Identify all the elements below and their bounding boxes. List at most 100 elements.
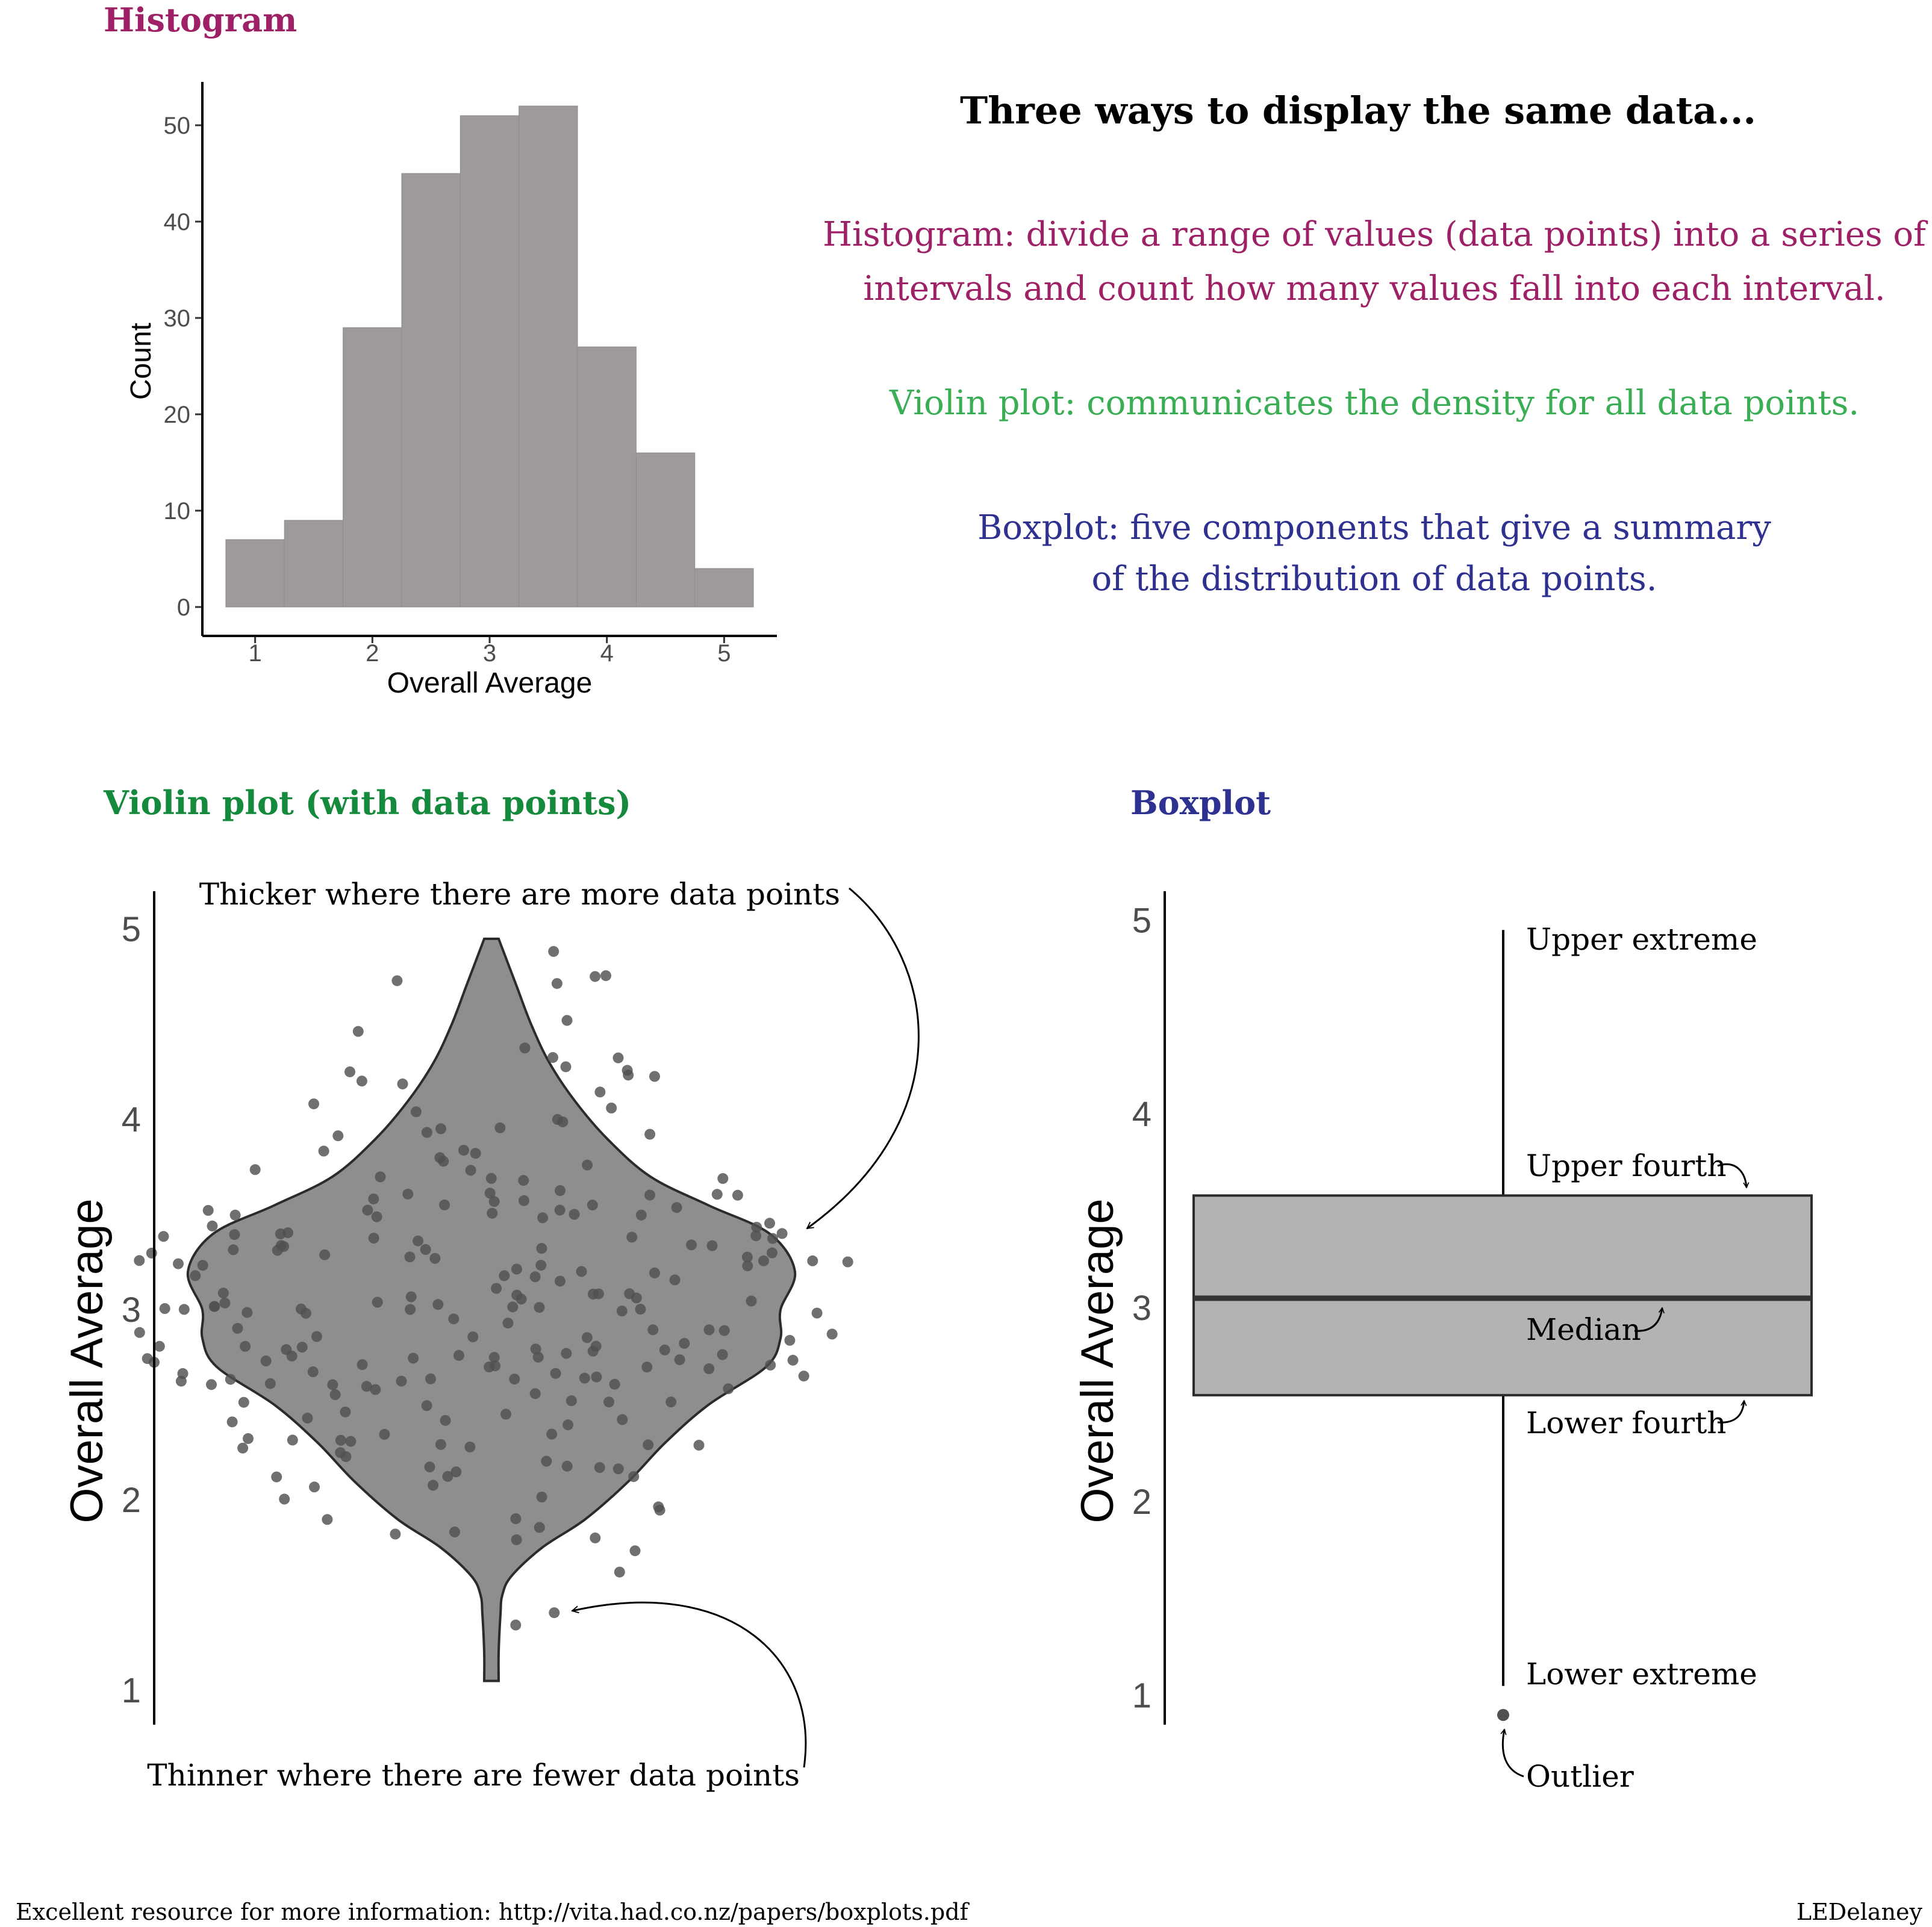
histogram-bar	[577, 346, 637, 608]
violin-data-point	[464, 1441, 476, 1452]
violin-data-point	[641, 1362, 653, 1373]
violin-data-point	[249, 1164, 261, 1175]
violin-data-point	[649, 1071, 660, 1082]
violin-data-point	[767, 1233, 778, 1244]
violin-data-point	[402, 1188, 414, 1200]
violin-data-point	[429, 1253, 441, 1264]
footer-author: LEDelaney	[1796, 1899, 1923, 1925]
violin-data-point	[609, 1378, 620, 1390]
violin-data-point	[541, 1455, 552, 1467]
violin-data-point	[500, 1409, 511, 1420]
median-arrow	[1634, 1308, 1662, 1332]
violin-data-point	[232, 1322, 243, 1334]
outlier-arrow	[1503, 1729, 1524, 1778]
violin-data-point	[711, 1189, 723, 1200]
violin-data-point	[511, 1289, 523, 1301]
violin-data-point	[158, 1231, 169, 1242]
violin-data-point	[375, 1171, 386, 1183]
violin-data-point	[764, 1218, 775, 1229]
footer-resource-link: Excellent resource for more information:…	[16, 1899, 970, 1925]
violin-data-point	[372, 1297, 383, 1308]
violin-data-point	[798, 1371, 809, 1382]
histogram-bar	[401, 173, 461, 608]
violin-data-point	[484, 1188, 496, 1199]
violin-data-point	[197, 1260, 208, 1271]
violin-data-point	[612, 1463, 624, 1475]
violin-data-point	[278, 1241, 290, 1252]
violin-data-point	[424, 1462, 435, 1473]
violin-data-point	[842, 1256, 853, 1268]
violin-data-point	[225, 1374, 236, 1385]
violin-data-point	[335, 1447, 346, 1458]
violin-data-point	[499, 1270, 510, 1281]
violin-data-point	[335, 1434, 346, 1446]
violin-data-point	[322, 1514, 333, 1525]
violin-data-point	[511, 1263, 522, 1275]
violin-data-point	[628, 1471, 640, 1482]
violin-data-point	[302, 1412, 313, 1424]
violin-data-point	[629, 1545, 641, 1557]
violin-data-point	[552, 1114, 563, 1125]
violin-data-point	[428, 1480, 439, 1491]
violin-data-point	[228, 1244, 239, 1256]
violin-data-point	[332, 1130, 344, 1142]
violin-data-point	[644, 1189, 655, 1201]
median-label: Median	[1526, 1312, 1641, 1347]
violin-data-point	[550, 1368, 561, 1379]
violin-data-point	[368, 1194, 379, 1204]
violin-data-point	[238, 1396, 249, 1408]
violin-data-point	[448, 1313, 460, 1325]
violin-data-point	[206, 1379, 217, 1390]
violin-data-point	[732, 1189, 743, 1201]
violin-data-point	[659, 1344, 670, 1356]
violin-data-point	[534, 1302, 545, 1313]
violin-data-point	[240, 1340, 251, 1352]
histogram-x-axis-label: Overall Average	[387, 667, 593, 699]
violin-y-tick-label: 1	[122, 1671, 141, 1710]
violin-y-axis-label: Overall Average	[61, 1198, 113, 1523]
interquartile-box	[1192, 1194, 1813, 1396]
boxplot-y-tick-label: 1	[1132, 1676, 1151, 1716]
violin-data-point	[318, 1145, 329, 1157]
violin-data-point	[308, 1098, 319, 1110]
boxplot-y-tick-label: 3	[1132, 1289, 1151, 1328]
violin-data-point	[356, 1076, 367, 1087]
violin-data-point	[614, 1566, 625, 1578]
violin-data-point	[344, 1066, 355, 1077]
violin-data-point	[612, 1052, 624, 1063]
violin-data-point	[173, 1258, 184, 1269]
lower-extreme-label: Lower extreme	[1526, 1657, 1757, 1692]
violin-data-point	[488, 1352, 500, 1363]
violin-data-point	[509, 1374, 520, 1385]
violin-data-point	[502, 1318, 514, 1329]
violin-data-point	[329, 1389, 341, 1400]
violin-data-point	[134, 1327, 145, 1338]
histogram-x-tick-label: 4	[600, 640, 614, 667]
violin-data-point	[626, 1231, 638, 1243]
boxplot-y-axis-label: Overall Average	[1072, 1198, 1123, 1523]
violin-data-point	[549, 1607, 560, 1619]
violin-data-point	[287, 1434, 298, 1446]
violin-data-point	[561, 1460, 573, 1472]
boxplot-y-tick-label: 2	[1132, 1483, 1151, 1522]
violin-data-point	[485, 1172, 497, 1184]
histogram-bar	[519, 105, 578, 608]
violin-data-point	[671, 1202, 682, 1213]
lower-fourth-arrow	[1717, 1401, 1744, 1424]
violin-data-point	[405, 1304, 416, 1315]
violin-data-point	[594, 1086, 606, 1098]
histogram-bar	[284, 520, 344, 608]
violin-data-point	[260, 1356, 272, 1366]
violin-data-point	[649, 1267, 660, 1278]
violin-data-point	[154, 1340, 165, 1352]
violin-data-point	[536, 1243, 547, 1254]
histogram-y-tick-label: 30	[164, 305, 191, 332]
violin-data-point	[241, 1307, 253, 1318]
violin-data-point	[617, 1414, 628, 1425]
violin-data-point	[674, 1354, 685, 1365]
violin-data-point	[340, 1406, 351, 1418]
violin-chart: 1 2 3 4 5 Overall Average Thicker where ther…	[61, 877, 920, 1793]
violin-data-point	[765, 1359, 776, 1371]
violin-data-point	[421, 1127, 432, 1138]
violin-data-point	[217, 1287, 229, 1299]
